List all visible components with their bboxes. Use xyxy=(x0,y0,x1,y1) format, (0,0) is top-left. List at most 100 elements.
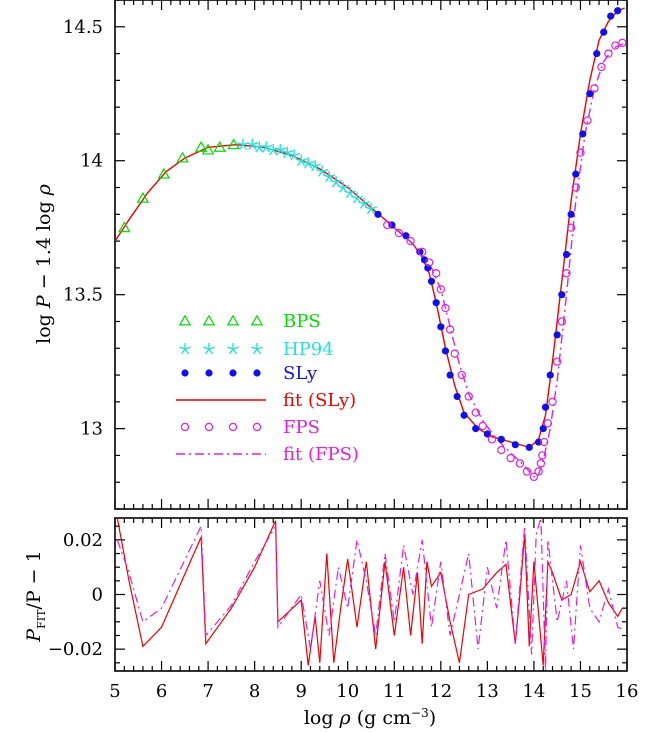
data-point-bps xyxy=(157,167,171,179)
legend-marker-hp94-arm xyxy=(256,346,263,350)
data-point-hp94-arm xyxy=(302,160,309,165)
data-point-hp94-arm xyxy=(266,144,273,149)
data-point-hp94-arm xyxy=(295,158,302,162)
x-tick-label: 15 xyxy=(569,681,592,702)
legend-marker-hp94-arm xyxy=(232,348,238,355)
top-y-tick-label: 14.5 xyxy=(63,17,103,38)
data-point-hp94 xyxy=(281,146,294,158)
legend-label-fit-fps-: fit (FPS) xyxy=(283,444,359,465)
top-panel-frame xyxy=(114,0,628,510)
legend-marker-hp94-arm xyxy=(204,348,210,355)
legend-marker-hp94 xyxy=(227,343,239,355)
legend-marker-hp94-arm xyxy=(184,348,190,355)
x-tick-label: 13 xyxy=(476,681,499,702)
data-point-hp94-arm xyxy=(345,192,351,199)
data-point-sly xyxy=(446,371,454,379)
data-point-sly xyxy=(460,411,468,419)
data-point-hp94-arm xyxy=(318,171,323,177)
data-point-hp94 xyxy=(323,170,336,183)
data-point-fps xyxy=(576,148,585,157)
data-point-hp94-arm xyxy=(281,150,288,154)
data-point-fps xyxy=(406,236,415,246)
data-point-hp94-arm xyxy=(335,179,343,183)
data-point-sly xyxy=(562,250,571,259)
legend-marker-hp94-arm xyxy=(184,346,191,350)
data-point-hp94-arm xyxy=(337,185,344,189)
data-point-hp94 xyxy=(365,202,377,215)
top-y-axis-label-rho: ρ xyxy=(33,183,55,196)
data-point-sly xyxy=(453,392,461,401)
data-point-fps xyxy=(478,421,487,431)
data-point-hp94-arm xyxy=(280,147,287,151)
bottom-plot-area xyxy=(116,518,625,671)
legend-marker-fps xyxy=(252,422,262,432)
data-point-fps xyxy=(597,62,606,72)
data-point-fps xyxy=(566,223,576,232)
data-point-fps xyxy=(543,419,553,428)
legend-marker-bps xyxy=(178,314,192,326)
data-point-hp94-arm xyxy=(366,208,372,215)
legend-marker-hp94-arm xyxy=(180,348,186,355)
data-point-hp94 xyxy=(344,186,356,199)
data-point-hp94-arm xyxy=(307,163,313,169)
data-point-hp94 xyxy=(288,149,301,161)
legend-label-fps: FPS xyxy=(283,417,320,438)
series-line-fit-sly- xyxy=(115,7,625,449)
data-point-sly xyxy=(586,90,594,98)
data-point-fps xyxy=(534,467,543,476)
data-point-hp94-arm xyxy=(323,174,330,178)
data-point-hp94-arm xyxy=(287,150,294,154)
legend: BPS HP94 SLy fit (SLy) FPS fit (FPS) xyxy=(176,311,359,465)
data-point-hp94-arm xyxy=(276,149,281,156)
top-y-tick-label: 13.5 xyxy=(63,285,103,306)
bottom-y-tick-label: 0.02 xyxy=(63,530,103,551)
x-tick-label: 12 xyxy=(429,681,452,702)
data-point-fps xyxy=(557,317,567,326)
data-point-hp94-arm xyxy=(363,201,370,205)
data-point-bps xyxy=(136,191,150,203)
data-point-fps xyxy=(604,49,613,58)
data-point-hp94-arm xyxy=(300,158,308,162)
data-point-sly xyxy=(614,7,622,15)
data-point-hp94-arm xyxy=(248,144,253,150)
x-tick-label: 6 xyxy=(156,681,167,702)
data-point-hp94-arm xyxy=(258,146,264,153)
data-point-bps xyxy=(201,143,215,155)
data-point-hp94 xyxy=(316,165,329,177)
data-point-fps xyxy=(464,392,473,401)
legend-label-bps: BPS xyxy=(283,311,321,332)
data-point-hp94-arm xyxy=(290,154,295,161)
legend-marker-sly xyxy=(253,369,261,377)
legend-label-sly: SLy xyxy=(283,363,318,384)
data-point-sly xyxy=(441,347,450,355)
data-point-fps xyxy=(571,183,581,192)
data-point-sly xyxy=(511,441,519,449)
legend-marker-bps xyxy=(202,314,216,326)
data-point-hp94 xyxy=(337,181,349,193)
data-point-fps xyxy=(431,269,441,278)
data-point-sly xyxy=(472,425,480,433)
data-point-hp94-arm xyxy=(297,160,302,167)
legend-marker-fps xyxy=(228,422,238,432)
bottom-panel: 5 6 7 8 9 10 11 12 13 14 15 16 −0.02 0 0.02 xyxy=(48,517,638,702)
data-point-sly xyxy=(416,248,424,256)
legend-marker-hp94-arm xyxy=(256,348,262,355)
bottom-y-axis-label-P: P xyxy=(23,628,45,643)
data-point-sly xyxy=(600,28,608,36)
x-tick-label: 11 xyxy=(383,681,406,702)
x-tick-label: 8 xyxy=(249,681,260,702)
legend-marker-fps xyxy=(204,422,214,432)
x-tick-label: 10 xyxy=(336,681,359,702)
x-axis-label-post: (g cm xyxy=(351,707,411,729)
x-axis-label-pre: log xyxy=(304,707,340,729)
data-point-sly xyxy=(541,403,550,411)
bottom-y-axis-label: PFIT/P − 1 xyxy=(23,550,48,642)
x-tick-label: 14 xyxy=(522,681,545,702)
data-point-sly xyxy=(572,170,580,178)
data-point-hp94-arm xyxy=(283,152,288,158)
top-y-axis-label-pre: log xyxy=(33,308,55,344)
legend-marker-hp94-arm xyxy=(203,346,210,350)
data-point-fps xyxy=(441,303,450,313)
data-point-fps xyxy=(618,38,627,48)
legend-marker-sly xyxy=(181,369,189,377)
